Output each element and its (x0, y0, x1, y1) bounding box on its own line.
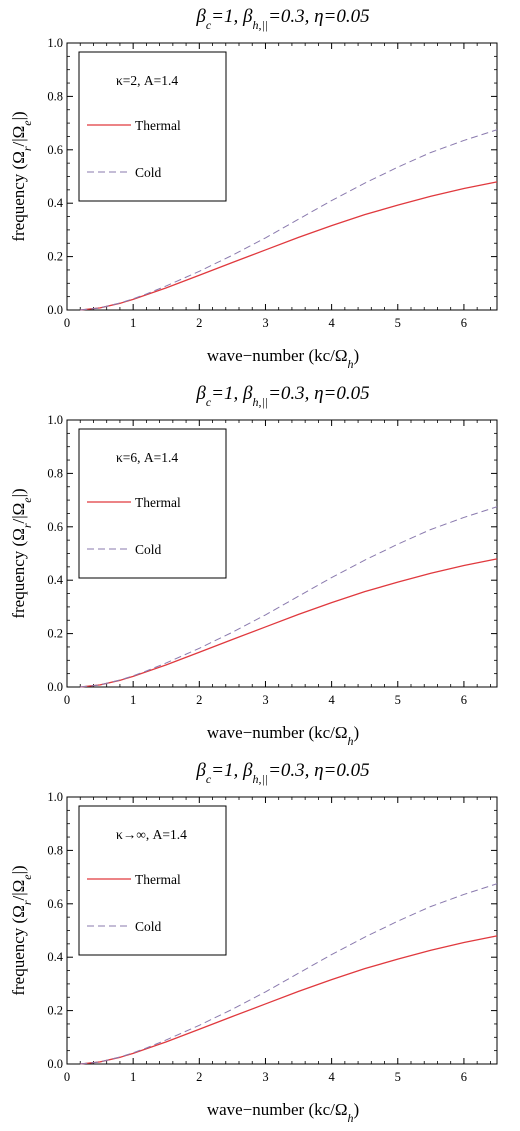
legend-title: κ=2, A=1.4 (116, 73, 178, 88)
series-line-cold (80, 129, 498, 311)
legend-label-thermal: Thermal (135, 495, 181, 510)
y-tick-label: 0.8 (47, 843, 63, 857)
y-tick-label: 0.0 (47, 1057, 63, 1071)
x-tick-label: 2 (196, 1070, 202, 1084)
legend-label-thermal: Thermal (135, 872, 181, 887)
legend-label-thermal: Thermal (135, 118, 181, 133)
x-axis-label: wave−number (kc/Ωh) (207, 723, 359, 748)
legend-label-cold: Cold (135, 542, 162, 557)
y-tick-label: 0.4 (47, 573, 63, 587)
chart-panel-1: βc=1, βh,||=0.3, η=0.05 0 1 2 3 4 5 6 0.0 0.2 0.4 0… (9, 6, 498, 371)
x-tick-label: 6 (461, 1070, 467, 1084)
x-tick-label: 3 (262, 1070, 268, 1084)
x-tick-label: 2 (196, 693, 202, 707)
chart-title: βc=1, βh,||=0.3, η=0.05 (195, 383, 369, 409)
chart-panel-3: βc=1, βh,||=0.3, η=0.05 0 1 2 3 4 5 6 0.0 0.2 0.4 0… (9, 760, 498, 1125)
y-tick-label: 0.8 (47, 466, 63, 480)
chart-title: βc=1, βh,||=0.3, η=0.05 (195, 760, 369, 786)
x-tick-label: 4 (328, 316, 335, 330)
chart-title: βc=1, βh,||=0.3, η=0.05 (195, 6, 369, 32)
legend-label-cold: Cold (135, 165, 162, 180)
legend-title: κ=6, A=1.4 (116, 450, 178, 465)
legend: κ→∞, A=1.4 Thermal Cold (78, 805, 227, 956)
x-tick-label: 1 (130, 316, 136, 330)
y-tick-label: 1.0 (47, 36, 63, 50)
y-tick-label: 0.0 (47, 303, 63, 317)
x-axis-label: wave−number (kc/Ωh) (207, 346, 359, 371)
series-line-cold (80, 883, 498, 1065)
x-tick-label: 0 (64, 316, 70, 330)
x-tick-label: 6 (461, 693, 467, 707)
x-tick-label: 6 (461, 316, 467, 330)
x-tick-label: 1 (130, 1070, 136, 1084)
x-tick-label: 0 (64, 693, 70, 707)
y-tick-label: 0.0 (47, 680, 63, 694)
x-tick-label: 1 (130, 693, 136, 707)
y-tick-label: 0.4 (47, 950, 63, 964)
legend-box (78, 805, 227, 956)
y-tick-label: 0.2 (47, 1004, 63, 1018)
chart-panel-2: βc=1, βh,||=0.3, η=0.05 0 1 2 3 4 5 6 0.0 0.2 0.4 0… (9, 383, 498, 748)
y-tick-label: 1.0 (47, 790, 63, 804)
x-tick-label: 2 (196, 316, 202, 330)
x-tick-label: 3 (262, 316, 268, 330)
x-tick-label: 5 (395, 693, 401, 707)
legend-label-cold: Cold (135, 919, 162, 934)
x-tick-label: 4 (328, 693, 335, 707)
x-tick-label: 5 (395, 1070, 401, 1084)
x-axis-label: wave−number (kc/Ωh) (207, 1100, 359, 1125)
y-tick-label: 0.2 (47, 627, 63, 641)
x-tick-label: 4 (328, 1070, 335, 1084)
y-tick-label: 0.6 (47, 520, 63, 534)
legend: κ=6, A=1.4 Thermal Cold (78, 428, 227, 579)
legend-box (78, 51, 227, 202)
y-tick-label: 0.2 (47, 250, 63, 264)
legend: κ=2, A=1.4 Thermal Cold (78, 51, 227, 202)
y-tick-label: 0.6 (47, 897, 63, 911)
legend-box (78, 428, 227, 579)
x-tick-label: 0 (64, 1070, 70, 1084)
y-tick-label: 0.4 (47, 196, 63, 210)
y-axis-label: frequency (Ωr/|Ωe|) (9, 865, 34, 995)
x-tick-label: 5 (395, 316, 401, 330)
legend-title: κ→∞, A=1.4 (116, 827, 187, 842)
y-axis-label: frequency (Ωr/|Ωe|) (9, 488, 34, 618)
series-line-cold (80, 506, 498, 688)
x-tick-label: 3 (262, 693, 268, 707)
y-tick-label: 0.6 (47, 143, 63, 157)
y-axis-label: frequency (Ωr/|Ωe|) (9, 111, 34, 241)
y-tick-label: 0.8 (47, 89, 63, 103)
y-tick-label: 1.0 (47, 413, 63, 427)
